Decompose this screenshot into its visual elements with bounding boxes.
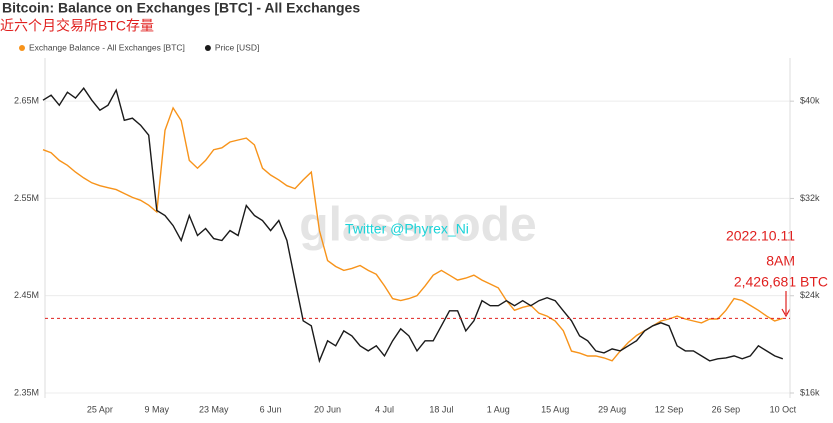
x-tick-label: 20 Jun [314, 404, 341, 414]
x-tick-label: 25 Apr [87, 404, 113, 414]
x-tick-label: 23 May [199, 404, 229, 414]
chart-subtitle: 近六个月交易所BTC存量 [0, 18, 154, 34]
x-tick-label: 6 Jun [260, 404, 282, 414]
x-tick-label: 15 Aug [541, 404, 569, 414]
x-tick-label: 10 Oct [770, 404, 797, 414]
x-tick-label: 1 Aug [487, 404, 510, 414]
y-tick-label: 2.65M [14, 95, 39, 105]
legend-marker [19, 45, 25, 51]
x-tick-label: 12 Sep [655, 404, 684, 414]
series-line [42, 106, 784, 362]
y-tick-label: 2.45M [14, 290, 39, 300]
legend-label: Price [USD] [215, 42, 259, 52]
legend-label: Exchange Balance - All Exchanges [BTC] [29, 42, 185, 52]
x-tick-label: 4 Jul [375, 404, 394, 414]
annotation-arrow [781, 308, 791, 318]
x-tick-label: 9 May [145, 404, 170, 414]
x-tick-label: 29 Aug [598, 404, 626, 414]
annotation: 2,426,681 BTC [734, 274, 828, 290]
annotation: 8AM [766, 253, 795, 269]
annotation: 2022.10.11 [726, 228, 795, 244]
legend-marker [204, 45, 211, 51]
watermark: glassnode [299, 199, 536, 252]
y-tick-label: 2.55M [14, 193, 39, 203]
y2-tick-label: $24k [800, 290, 820, 300]
series-line [42, 87, 784, 364]
y2-tick-label: $32k [800, 193, 820, 203]
y2-tick-label: $16k [800, 387, 820, 397]
x-tick-label: 26 Sep [712, 404, 741, 414]
x-tick-label: 18 Jul [429, 404, 453, 414]
chart-title: Bitcoin: Balance on Exchanges [BTC] - Al… [2, 0, 360, 16]
y-tick-label: 2.35M [14, 387, 39, 397]
credit: Twitter @Phyrex_Ni [345, 221, 469, 237]
y2-tick-label: $40k [800, 96, 820, 106]
